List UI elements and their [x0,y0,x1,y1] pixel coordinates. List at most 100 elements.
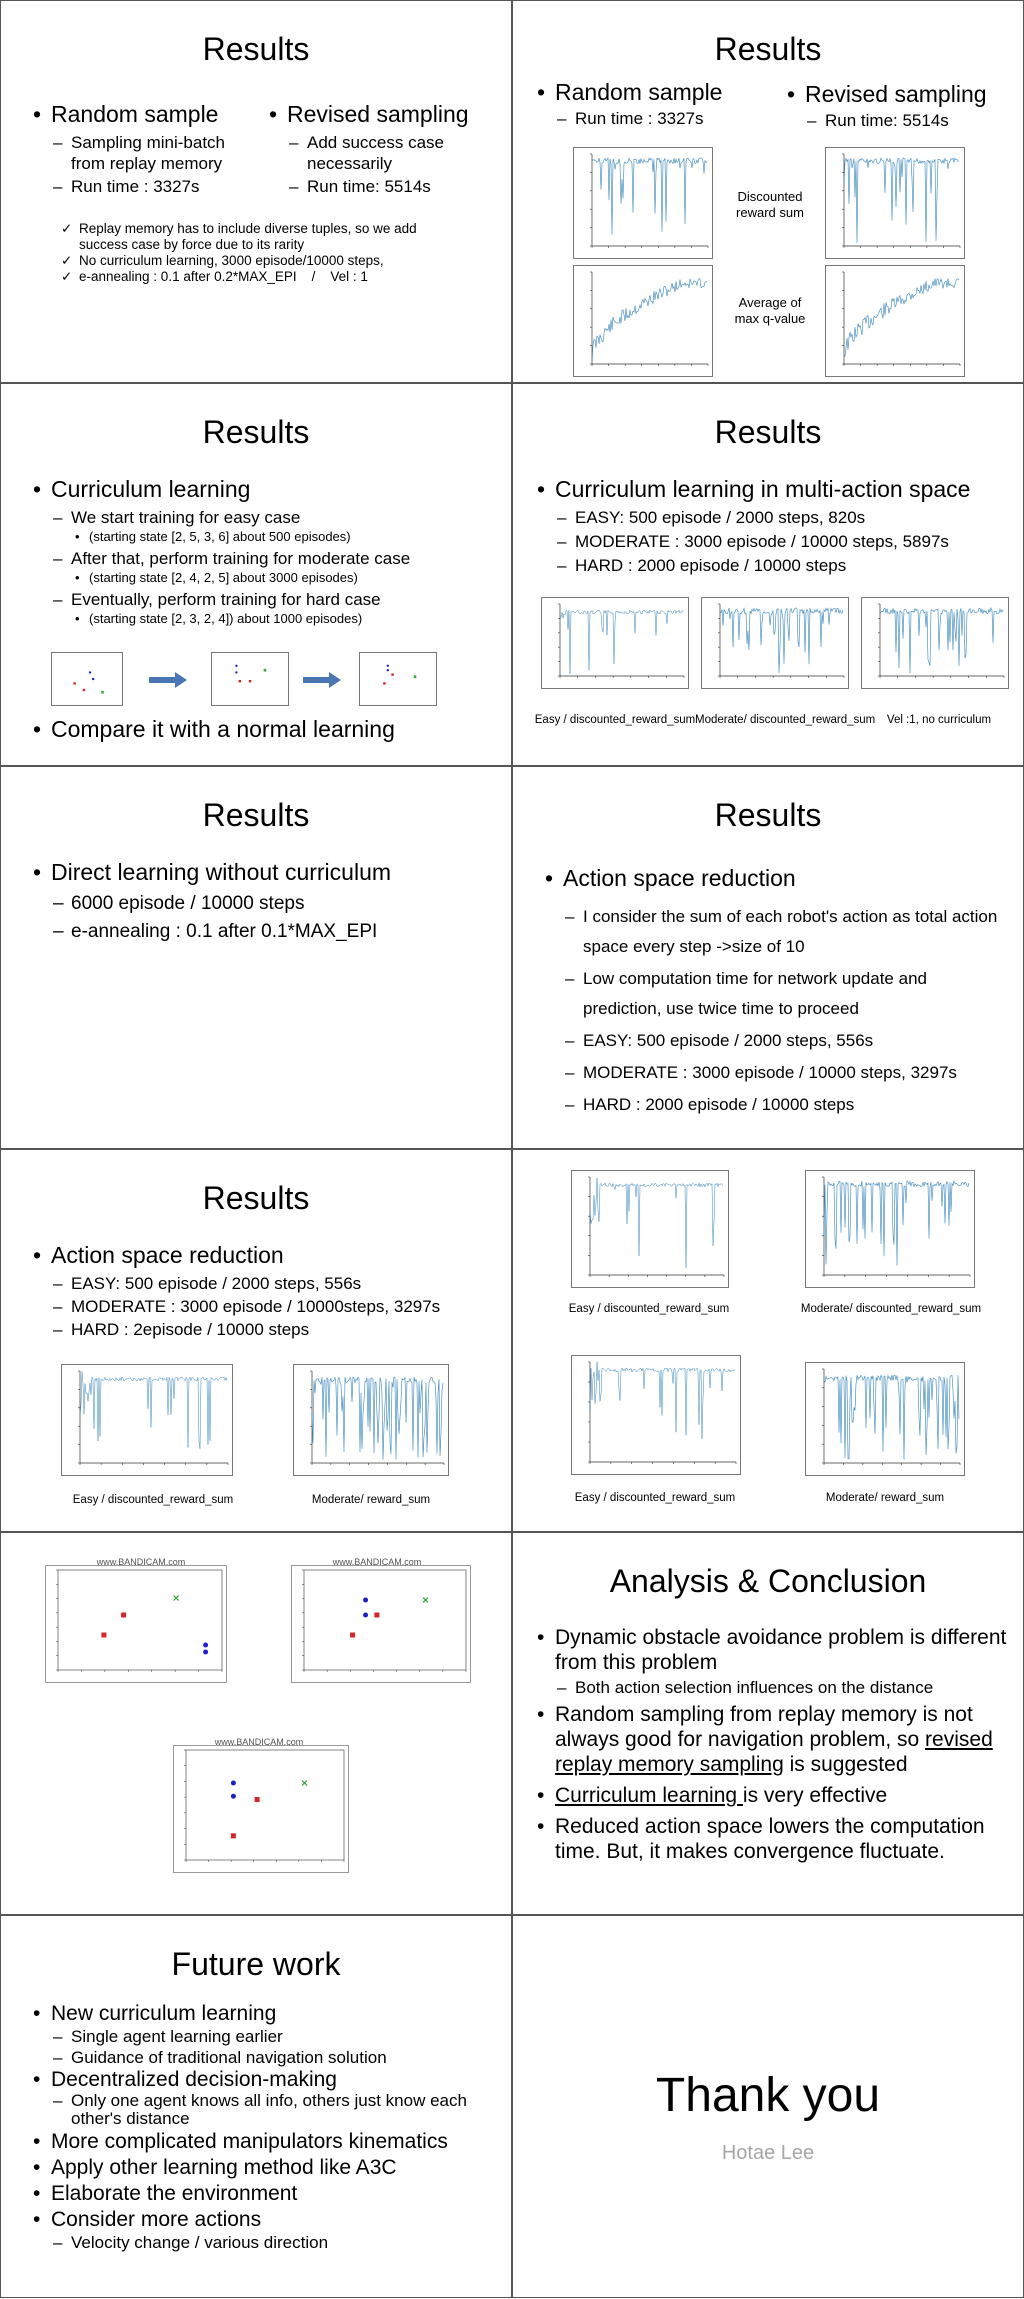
slide-action-space-plots: Results Action space reduction EASY: 500… [0,1149,512,1532]
underlined-text: Curriculum learning [555,1784,743,1807]
plot-moderate [701,597,849,689]
scatter-state-3 [173,1745,349,1873]
sub-sub-bullet: (starting state [2, 3, 2, 4]) about 1000… [71,610,501,627]
sub-sub-bullet: (starting state [2, 4, 2, 5] about 3000 … [71,569,501,586]
caption: Moderate/ discounted_reward_sum [695,714,876,726]
plot-easy-2 [571,1355,741,1475]
slide-title: Results [202,414,310,450]
scatter-state-1 [45,1565,227,1683]
label-reward: Discounted reward sum [736,189,804,220]
sub-bullet: I consider the sum of each robot's actio… [563,902,1003,962]
bullet-head: Direct learning without curriculum [31,859,501,886]
sub-bullet: MODERATE : 3000 episode / 10000 steps, 3… [563,1058,1003,1088]
slide-title: Results [202,1180,310,1216]
bullet-head: Curriculum learning in multi-action spac… [535,476,1015,503]
sub-bullet: HARD : 2000 episode / 10000 steps [563,1090,1003,1120]
sub-bullet: EASY: 500 episode / 2000 steps, 556s [563,1026,1003,1056]
slide-analysis-conclusion: Analysis & Conclusion Dynamic obstacle a… [512,1532,1024,1915]
sub-sub-bullet: (starting state [2, 5, 3, 6] about 500 e… [71,528,501,545]
caption: Easy / discounted_reward_sum [534,714,696,726]
slide-future-work: Future work New curriculum learning Sing… [0,1915,512,2298]
text: is very effective [742,1784,888,1807]
sub-bullet: Eventually, perform training for hard ca… [51,589,501,610]
plot-moderate [293,1364,449,1476]
bullet-head: Action space reduction [31,1242,501,1269]
sub-bullet: Single agent learning earlier [51,2026,501,2047]
bullet-random-sample: Random sample [31,101,261,128]
plot-reward-revised [825,147,965,259]
slide-scatter-states: www.BANDICAM.com www.BANDICAM.com www.BA… [0,1532,512,1915]
sub-bullet: EASY: 500 episode / 2000 steps, 820s [555,507,1015,528]
sub-bullet: HARD : 2000 episode / 10000 steps [555,555,1015,576]
sub-bullet: MODERATE : 3000 episode / 10000 steps, 5… [555,531,1015,552]
check-note: e-annealing : 0.1 after 0.2*MAX_EPI / Ve… [57,269,467,285]
sub-bullet: Velocity change / various direction [51,2232,501,2253]
slide-results-sampling-plots: Results Random sample Run time : 3327s R… [512,0,1024,383]
thank-you-title: Thank you [655,2069,881,2122]
slide-thank-you: Thank you Hotae Lee [512,1915,1024,2298]
underlined-text: revised replay memory sampling [555,1728,993,1776]
slide-title: Results [202,31,310,67]
slide-title: Results [202,797,310,833]
plot-moderate-2 [805,1362,965,1476]
sub-bullet: Only one agent knows all info, others ju… [51,2092,501,2128]
sub-bullet: Guidance of traditional navigation solut… [51,2047,501,2068]
bullet-revised-sampling: Revised sampling [785,81,1005,108]
check-note: No curriculum learning, 3000 episode/100… [57,253,467,269]
sub-bullet: 6000 episode / 10000 steps [51,892,501,916]
slide-title: Results [714,797,822,833]
slide-action-space-text: Results Action space reduction I conside… [512,766,1024,1149]
sub-bullet: Run time: 5514s [287,176,497,197]
bullet: Dynamic obstacle avoidance problem is di… [535,1625,1019,1675]
sub-bullet: HARD : 2episode / 10000 steps [51,1319,501,1340]
slide-curriculum-multi-action: Results Curriculum learning in multi-act… [512,383,1024,766]
sub-bullet: After that, perform training for moderat… [51,548,501,569]
plot-easy [61,1364,233,1476]
sub-bullet: MODERATE : 3000 episode / 10000steps, 32… [51,1296,501,1317]
slide-plots-grid: Easy / discounted_reward_sum Moderate/ d… [512,1149,1024,1532]
bullet-curriculum: Curriculum learning is very effective [535,1783,1019,1808]
bullet-random-sample: Random sample [535,79,735,106]
plot-q-random [573,265,713,377]
slide-title: Results [714,414,822,450]
plot-q-revised [825,265,965,377]
bullet: More complicated manipulators kinematics [31,2130,501,2154]
plot-moderate [805,1170,975,1288]
caption: Easy / discounted_reward_sum [72,1494,234,1506]
text: Random sampling from replay memory is no… [555,1703,973,1751]
arrow-right-icon [149,672,187,688]
sub-bullet: Run time : 3327s [51,176,261,197]
slide-title: Future work [171,1946,341,1982]
sub-bullet: Run time : 3327s [555,108,735,129]
check-note: Replay memory has to include diverse tup… [57,221,467,253]
plot-easy [571,1170,729,1288]
bullet-head: Curriculum learning [31,476,501,503]
caption: Moderate/ reward_sum [825,1492,945,1504]
sub-bullet: Run time: 5514s [805,110,1005,131]
text: is suggested [783,1753,908,1776]
plot-easy [541,597,689,689]
author-name: Hotae Lee [721,2142,815,2164]
sub-bullet: Both action selection influences on the … [555,1677,1019,1698]
watermark: www.BANDICAM.com [332,1557,422,1567]
slide-results-sampling-text: Results Random sample Sampling mini-batc… [0,0,512,383]
bullet: Reduced action space lowers the computat… [535,1814,1019,1864]
bullet-head: Action space reduction [543,865,1003,892]
sub-bullet: Add success case necessarily [287,132,497,174]
bullet: Apply other learning method like A3C [31,2156,501,2180]
caption: Easy / discounted_reward_sum [574,1492,736,1504]
sub-bullet: EASY: 500 episode / 2000 steps, 556s [51,1273,501,1294]
bullet-sampling: Random sampling from replay memory is no… [535,1702,1019,1777]
sub-bullet: Low computation time for network update … [563,964,1003,1024]
caption: Easy / discounted_reward_sum [568,1303,730,1315]
scatter-state-2 [291,1565,471,1683]
bullet: Consider more actions [31,2208,501,2232]
sub-bullet: We start training for easy case [51,507,501,528]
label-q: Average of max q-value [734,295,806,326]
bullet: New curriculum learning [31,2002,501,2026]
arrow-right-icon [303,672,341,688]
bullet-compare: Compare it with a normal learning [31,716,501,743]
scatter-moderate [211,652,289,706]
plot-no-curriculum [861,597,1009,689]
